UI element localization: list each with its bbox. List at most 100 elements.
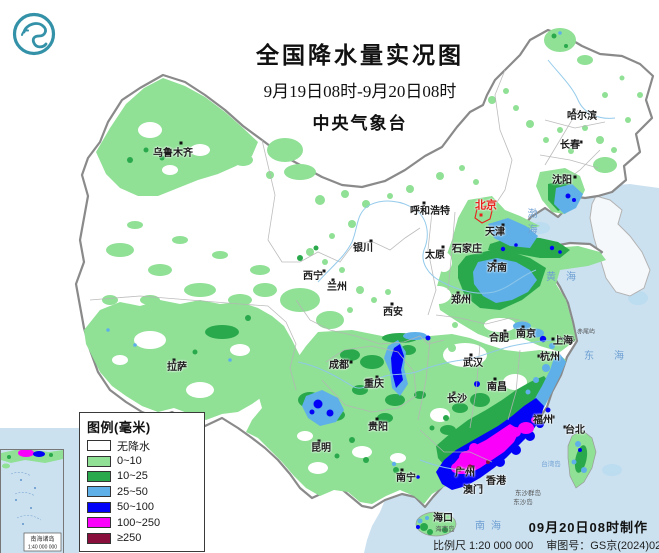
beijing-boundary-highlight	[474, 205, 493, 224]
legend-item-label: 0~10	[117, 455, 142, 468]
legend-swatch	[87, 440, 111, 452]
city-label: 合肥	[489, 333, 509, 344]
map-scale: 比例尺 1:20 000 000	[433, 540, 534, 552]
city-dot	[551, 337, 555, 341]
city-dot	[501, 223, 505, 227]
city-dot	[452, 391, 456, 395]
cma-logo-icon	[12, 12, 56, 56]
island-name-label: 东沙岛	[513, 499, 533, 506]
city-dot	[479, 485, 483, 489]
city-label: 太原	[425, 250, 445, 261]
inset-name: 南海诸岛	[30, 535, 54, 543]
legend-items: 无降水 0~10 10~25 25~50 50~100 100~250 ≥250	[87, 438, 197, 546]
island-name-label: 钓鱼岛	[556, 337, 576, 344]
legend-swatch	[87, 455, 111, 467]
city-label: 福州	[533, 415, 553, 426]
city-label: 海口	[433, 513, 453, 524]
city-dot	[521, 325, 525, 329]
city-dot	[503, 329, 507, 333]
approval-number: 审图号：GS京(2024)0236号	[546, 540, 659, 552]
legend-item: 10~25	[87, 469, 197, 484]
sea-name-label: 渤海	[525, 208, 536, 240]
legend-item-label: 10~25	[117, 470, 148, 483]
city-label: 上海	[553, 336, 573, 347]
city-dot	[441, 245, 445, 249]
legend-item-label: 25~50	[117, 485, 148, 498]
city-dot	[493, 377, 497, 381]
city-dot	[452, 244, 456, 248]
city-label: 广州	[455, 468, 475, 479]
city-dot	[551, 415, 555, 419]
legend-box: 图例(毫米) 无降水 0~10 10~25 25~50 50~100 100~250 ≥25…	[79, 412, 205, 552]
city-label: 昆明	[311, 443, 331, 454]
city-dot	[479, 213, 483, 217]
city-dot	[572, 108, 576, 112]
city-dot	[456, 291, 460, 295]
city-dot	[390, 302, 394, 306]
hainan-island	[415, 511, 457, 537]
island-name-label: 海南岛	[435, 526, 455, 533]
legend-swatch	[87, 470, 111, 482]
city-dot	[400, 468, 404, 472]
legend-item-label: 100~250	[117, 516, 161, 529]
city-dot	[434, 513, 438, 517]
south-china-sea-inset: 南海诸岛 1:40 000 000	[0, 449, 64, 553]
inset-scale: 1:40 000 000	[28, 545, 57, 551]
city-dot	[317, 439, 321, 443]
legend-title: 图例(毫米)	[87, 420, 151, 435]
city-label: 台北	[565, 425, 585, 436]
city-label: 北京	[475, 199, 497, 212]
rain-layer-250plus	[456, 460, 490, 472]
time-range: 9月19日08时-9月20日08时	[263, 82, 457, 101]
city-label: 济南	[487, 263, 507, 274]
sea-name-label: 南海	[475, 521, 507, 532]
city-dot	[563, 425, 567, 429]
legend-item: 50~100	[87, 500, 197, 515]
city-dot	[375, 375, 379, 379]
island-name-label: 台湾岛	[541, 461, 561, 468]
legend-item: 25~50	[87, 484, 197, 499]
city-label: 澳门	[463, 485, 483, 496]
city-label: 长春	[560, 140, 580, 151]
city-label: 天津	[485, 227, 505, 238]
city-dot	[471, 465, 475, 469]
city-label: 南昌	[487, 382, 507, 393]
city-dot	[486, 475, 490, 479]
page-title: 全国降水量实况图	[256, 42, 464, 68]
sea-name-label: 黄海	[546, 272, 586, 283]
rain-layer-100-250	[451, 417, 537, 474]
city-label: 重庆	[364, 379, 384, 390]
legend-item: 无降水	[87, 438, 197, 453]
legend-swatch	[87, 486, 111, 498]
city-dot	[331, 278, 335, 282]
city-dot	[349, 360, 353, 364]
legend-item-label: ≥250	[117, 532, 142, 545]
city-label: 南京	[516, 329, 536, 340]
legend-item: ≥250	[87, 530, 197, 545]
city-dot	[172, 358, 176, 362]
legend-swatch	[87, 501, 111, 513]
taiwan-island	[567, 429, 597, 489]
legend-item-label: 无降水	[117, 440, 150, 453]
sea-name-label: 东海	[584, 351, 644, 362]
city-label: 沈阳	[552, 175, 572, 186]
footer-scale-line: 比例尺 1:20 000 000 审图号：GS京(2024)0236号	[433, 537, 659, 553]
city-dot	[375, 417, 379, 421]
korea-peninsula	[589, 195, 651, 297]
city-label: 南宁	[396, 473, 416, 484]
agency-name: 中央气象台	[312, 114, 408, 133]
city-dot	[469, 353, 473, 357]
city-label: 拉萨	[167, 362, 187, 373]
island-name-label: 东沙群岛	[515, 490, 541, 497]
city-label: 兰州	[327, 282, 347, 293]
city-dot	[322, 269, 326, 273]
province-borders	[89, 69, 606, 463]
city-dot	[369, 239, 373, 243]
city-label: 长沙	[447, 394, 467, 405]
city-dot	[573, 175, 577, 179]
rivers	[297, 59, 616, 471]
island-name-label: 赤尾屿	[576, 329, 596, 336]
legend-item: 100~250	[87, 515, 197, 530]
